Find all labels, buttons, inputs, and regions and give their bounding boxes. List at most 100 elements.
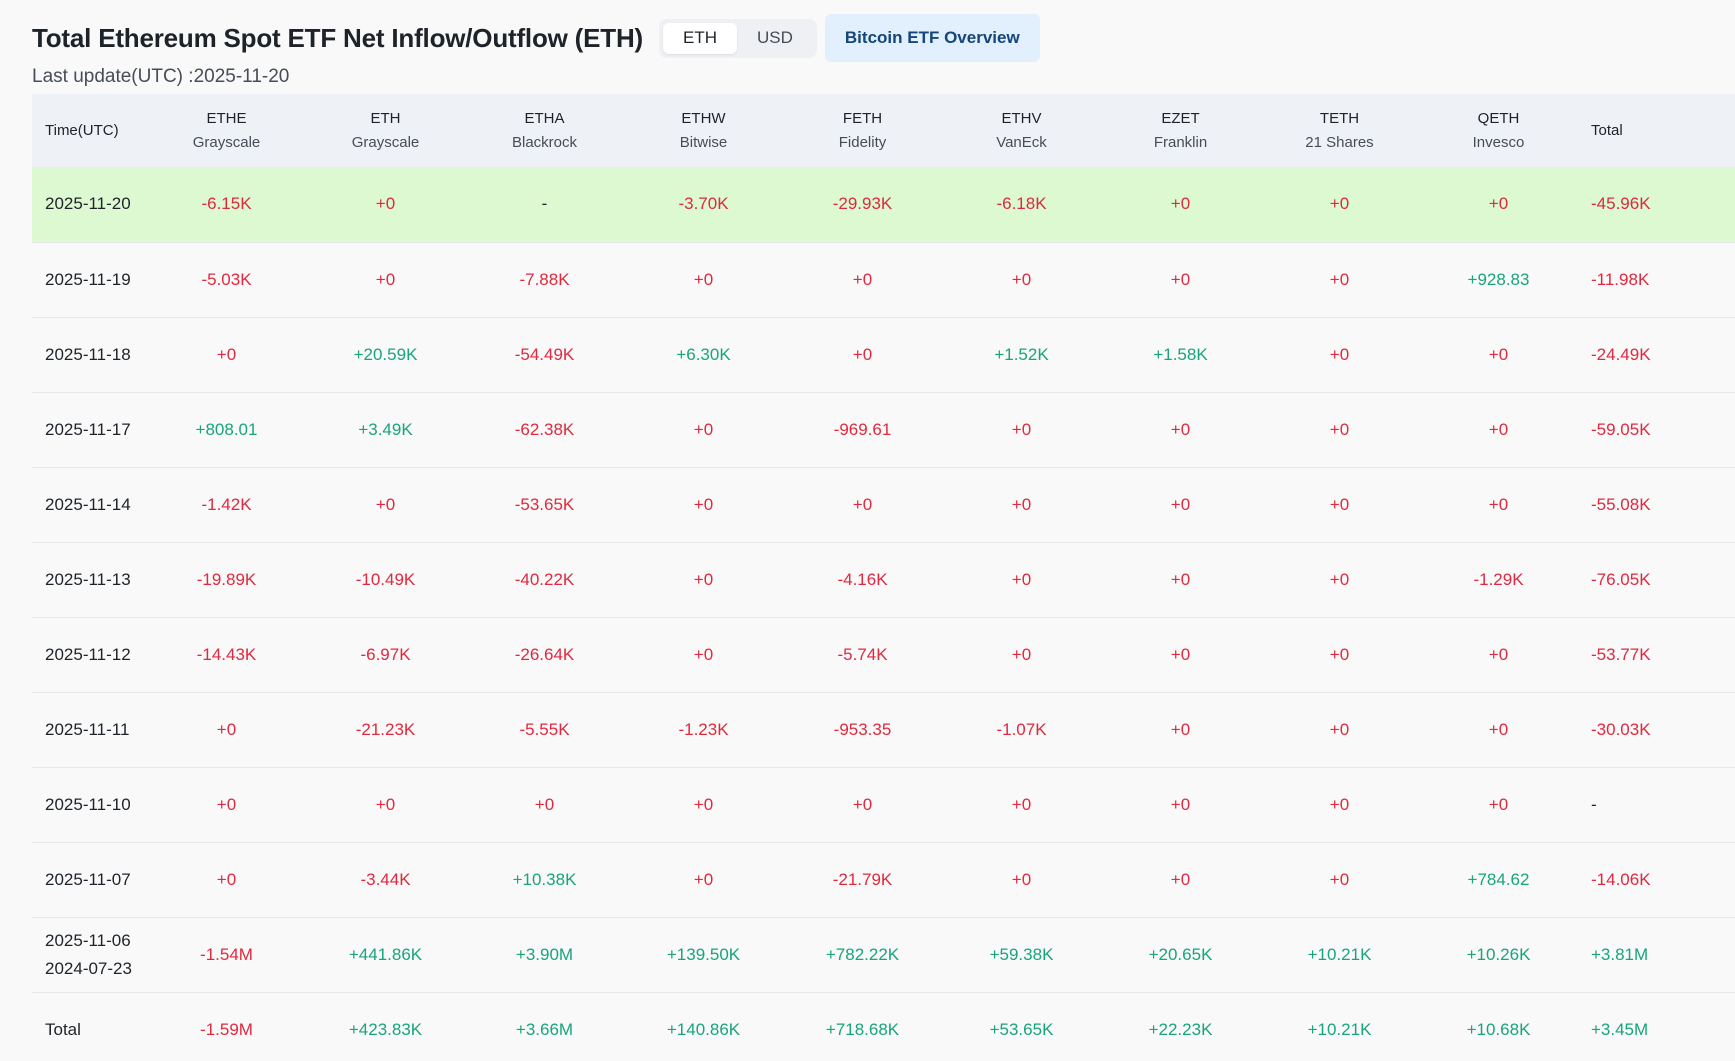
flow-value: +0 bbox=[1170, 569, 1191, 589]
flow-value: +0 bbox=[1488, 344, 1509, 364]
page-title: Total Ethereum Spot ETF Net Inflow/Outfl… bbox=[32, 22, 643, 53]
flow-value: +0 bbox=[1011, 419, 1032, 439]
row-total-value: -76.05K bbox=[1591, 569, 1651, 589]
total-label: Total bbox=[32, 992, 147, 1061]
column-issuer: Blackrock bbox=[511, 133, 578, 151]
flow-value: -7.88K bbox=[519, 269, 570, 289]
flow-value: +0 bbox=[852, 269, 873, 289]
flow-value: +808.01 bbox=[195, 419, 258, 439]
flow-value: +0 bbox=[693, 869, 714, 889]
date-text: 2025-11-18 bbox=[45, 344, 131, 364]
row-total-value: -53.77K bbox=[1591, 644, 1651, 664]
flow-value: -21.23K bbox=[355, 719, 416, 739]
date-text: 2025-11-19 bbox=[45, 269, 131, 289]
flow-value: +0 bbox=[375, 794, 396, 814]
column-issuer: Invesco bbox=[1472, 133, 1525, 151]
date-text: 2025-11-07 bbox=[45, 869, 131, 889]
flow-value: -1.42K bbox=[201, 494, 252, 514]
flow-value: +0 bbox=[1011, 494, 1032, 514]
flow-value: +0 bbox=[1329, 719, 1350, 739]
row-date: 2025-11-11 bbox=[32, 692, 147, 767]
flow-value: +0 bbox=[1011, 269, 1032, 289]
flow-value: +53.65K bbox=[989, 1019, 1054, 1039]
date-text: 2025-11-17 bbox=[45, 419, 131, 439]
flow-value: +0 bbox=[852, 344, 873, 364]
column-issuer: Grayscale bbox=[192, 133, 261, 151]
flow-value: -1.59M bbox=[200, 1019, 253, 1039]
flow-value: +0 bbox=[1329, 419, 1350, 439]
flow-value: +784.62 bbox=[1467, 869, 1530, 889]
flow-value: +10.26K bbox=[1466, 944, 1531, 964]
flow-value: -40.22K bbox=[514, 569, 575, 589]
flow-value: -14.43K bbox=[196, 644, 257, 664]
flow-value: +0 bbox=[1170, 869, 1191, 889]
flow-value: +0 bbox=[1488, 419, 1509, 439]
flow-value: +0 bbox=[1329, 644, 1350, 664]
flow-value: +20.59K bbox=[353, 344, 418, 364]
flow-value: +10.38K bbox=[512, 869, 577, 889]
flow-value: +0 bbox=[1329, 494, 1350, 514]
table-row: 2025-11-11 +0 -21.23K -5.55K -1.23K -953.35 -1… bbox=[32, 692, 1735, 767]
flow-value: -6.15K bbox=[201, 194, 252, 214]
flow-value: +0 bbox=[1011, 569, 1032, 589]
flow-value: +6.30K bbox=[676, 344, 731, 364]
total-row: Total -1.59M +423.83K +3.66M +140.86K +718.68… bbox=[32, 992, 1735, 1061]
date-range-start: 2024-07-23 bbox=[45, 958, 132, 978]
flow-value: +718.68K bbox=[825, 1019, 900, 1039]
flow-value: -3.44K bbox=[360, 869, 411, 889]
etf-flow-table: Time(UTC) ETHE Grayscale ETH Grayscale ETHA Bl… bbox=[32, 94, 1735, 1061]
row-date: 2025-11-06 2024-07-23 bbox=[32, 917, 147, 992]
flow-value: +0 bbox=[1488, 494, 1509, 514]
flow-value: -1.07K bbox=[996, 719, 1047, 739]
row-total-value: -55.08K bbox=[1591, 494, 1651, 514]
flow-value: -1.54M bbox=[200, 944, 253, 964]
flow-value: -10.49K bbox=[355, 569, 416, 589]
row-date: 2025-11-07 bbox=[32, 842, 147, 917]
column-header-10: Total bbox=[1578, 94, 1735, 167]
flow-value: +20.65K bbox=[1148, 944, 1213, 964]
usd-toggle-button[interactable]: USD bbox=[737, 23, 813, 54]
flow-value: +1.52K bbox=[994, 344, 1049, 364]
flow-value: +0 bbox=[693, 644, 714, 664]
column-ticker: ETH bbox=[370, 109, 401, 127]
column-ticker: ETHW bbox=[681, 109, 726, 127]
column-ticker: Time(UTC) bbox=[45, 121, 119, 139]
flow-value: +423.83K bbox=[348, 1019, 423, 1039]
column-ticker: Total bbox=[1591, 121, 1623, 139]
table-row: 2025-11-18 +0 +20.59K -54.49K +6.30K +0 +1.52K… bbox=[32, 317, 1735, 392]
row-date: 2025-11-19 bbox=[32, 242, 147, 317]
flow-value: -54.49K bbox=[514, 344, 575, 364]
flow-value: +0 bbox=[693, 269, 714, 289]
flow-value: +0 bbox=[1170, 269, 1191, 289]
column-header-4: ETHW Bitwise bbox=[624, 94, 783, 167]
column-header-9: QETH Invesco bbox=[1419, 94, 1578, 167]
eth-toggle-button[interactable]: ETH bbox=[663, 22, 737, 54]
flow-value: -4.16K bbox=[837, 569, 888, 589]
column-header-3: ETHA Blackrock bbox=[465, 94, 624, 167]
flow-value: -953.35 bbox=[833, 719, 892, 739]
date-text: 2025-11-12 bbox=[45, 644, 131, 664]
column-header-5: FETH Fidelity bbox=[783, 94, 942, 167]
flow-value: +0 bbox=[375, 269, 396, 289]
currency-toggle: ETH USD bbox=[659, 18, 817, 58]
table-row: 2025-11-14 -1.42K +0 -53.65K +0 +0 +0 +0 +0 +0 -55… bbox=[32, 467, 1735, 542]
row-total-value: -14.06K bbox=[1591, 869, 1651, 889]
row-date: 2025-11-18 bbox=[32, 317, 147, 392]
flow-value: +22.23K bbox=[1148, 1019, 1213, 1039]
flow-value: +140.86K bbox=[666, 1019, 741, 1039]
flow-value: +782.22K bbox=[825, 944, 900, 964]
flow-value: +139.50K bbox=[666, 944, 741, 964]
column-ticker: ETHA bbox=[524, 109, 565, 127]
flow-value: -53.65K bbox=[514, 494, 575, 514]
column-issuer: Fidelity bbox=[838, 133, 887, 151]
bitcoin-etf-overview-button[interactable]: Bitcoin ETF Overview bbox=[824, 14, 1040, 62]
flow-value: +0 bbox=[1170, 494, 1191, 514]
table-row: 2025-11-20 -6.15K +0 - -3.70K -29.93K -6.18K +0… bbox=[32, 167, 1735, 242]
flow-value: +0 bbox=[693, 794, 714, 814]
row-total-value: -11.98K bbox=[1591, 269, 1650, 289]
date-text: 2025-11-10 bbox=[45, 794, 131, 814]
column-ticker: EZET bbox=[1161, 109, 1200, 127]
column-ticker: ETHV bbox=[1001, 109, 1042, 127]
flow-value: +10.21K bbox=[1307, 1019, 1372, 1039]
row-total-value: +3.81M bbox=[1591, 944, 1649, 964]
